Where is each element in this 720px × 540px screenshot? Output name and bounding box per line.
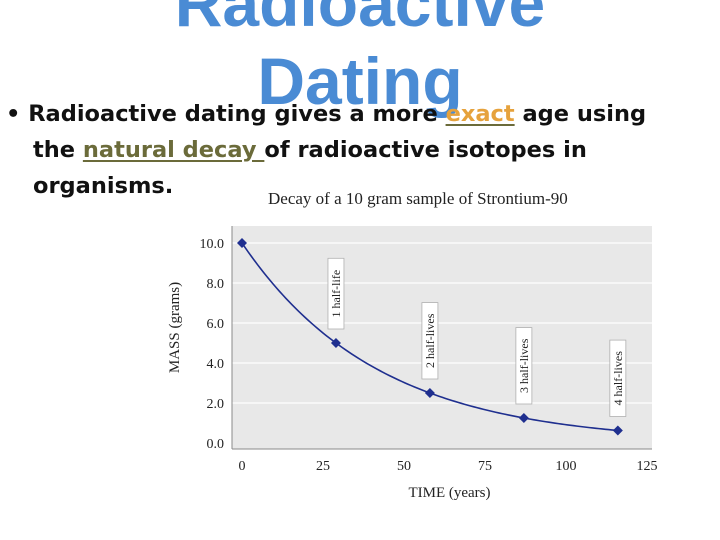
- bullet-marker: •: [6, 101, 21, 127]
- half-life-label-box: [515, 327, 533, 405]
- bullet-text-part-5: organisms.: [33, 173, 174, 199]
- chart-axes: [231, 226, 652, 450]
- y-tick-label: 6.0: [207, 317, 225, 332]
- x-tick-label: 75: [478, 459, 492, 474]
- half-life-label-2: 2 half-lives: [421, 302, 439, 380]
- half-life-label-box: [421, 302, 439, 380]
- x-tick-label: 25: [316, 459, 330, 474]
- y-tick-label: 10.0: [200, 237, 225, 252]
- x-tick-label: 0: [239, 459, 246, 474]
- fill-in-word-exact: exact: [445, 101, 515, 127]
- tick-labels: 0.0 2.0 4.0 6.0 8.0 10.0 0 25 50 75 100 125: [200, 237, 658, 474]
- x-axis-title: TIME (years): [408, 485, 490, 501]
- half-life-label-text: 1 half-life: [329, 270, 343, 318]
- y-tick-label: 0.0: [207, 437, 225, 452]
- data-point-marker: [237, 238, 247, 248]
- data-point-marker: [330, 338, 341, 348]
- slide-title-word-2: Dating: [257, 44, 463, 118]
- half-life-label-text: 4 half-lives: [611, 351, 625, 406]
- y-tick-label: 8.0: [207, 277, 225, 292]
- bullet-text-part-3: the: [33, 137, 83, 163]
- slide-title-word-1: Radioactive: [174, 0, 546, 40]
- x-tick-label: 100: [556, 459, 577, 474]
- x-tick-label: 50: [397, 459, 411, 474]
- fill-in-word-natural-decay: natural decay: [82, 137, 265, 163]
- data-point-markers: [237, 238, 623, 436]
- bullet-line-1: • Radioactive dating gives a more exact …: [6, 96, 706, 132]
- half-life-label-text: 3 half-lives: [517, 338, 531, 393]
- bullet-line-3: organisms.: [6, 168, 706, 204]
- half-life-label-4: 4 half-lives: [609, 339, 627, 417]
- half-life-label-box: [609, 339, 627, 417]
- half-life-label-3: 3 half-lives: [515, 327, 533, 405]
- half-life-label-1: 1 half-life: [327, 257, 345, 330]
- y-tick-label: 2.0: [207, 397, 225, 412]
- grid-lines: [232, 242, 652, 404]
- plot-background: [232, 226, 652, 449]
- data-point-marker: [612, 425, 623, 436]
- y-axis-title: MASS (grams): [167, 282, 183, 373]
- data-point-marker: [518, 413, 529, 423]
- bullet-line-2: the natural decay of radioactive isotope…: [6, 132, 706, 168]
- x-tick-label: 125: [637, 459, 658, 474]
- bullet-text-part-4: of radioactive isotopes in: [264, 137, 587, 163]
- chart-title: Decay of a 10 gram sample of Strontium-9…: [268, 189, 568, 208]
- data-point-marker: [424, 388, 435, 398]
- bullet-paragraph: • Radioactive dating gives a more exact …: [6, 96, 706, 204]
- bullet-text-part-2: age using: [514, 101, 647, 127]
- half-life-label-text: 2 half-lives: [423, 313, 437, 368]
- y-tick-label: 4.0: [207, 357, 225, 372]
- half-life-labels: 1 half-life 2 half-lives 3 half-lives 4 hal…: [327, 257, 627, 417]
- bullet-text-part-1: Radioactive dating gives a more: [28, 101, 446, 127]
- half-life-label-box: [327, 257, 345, 330]
